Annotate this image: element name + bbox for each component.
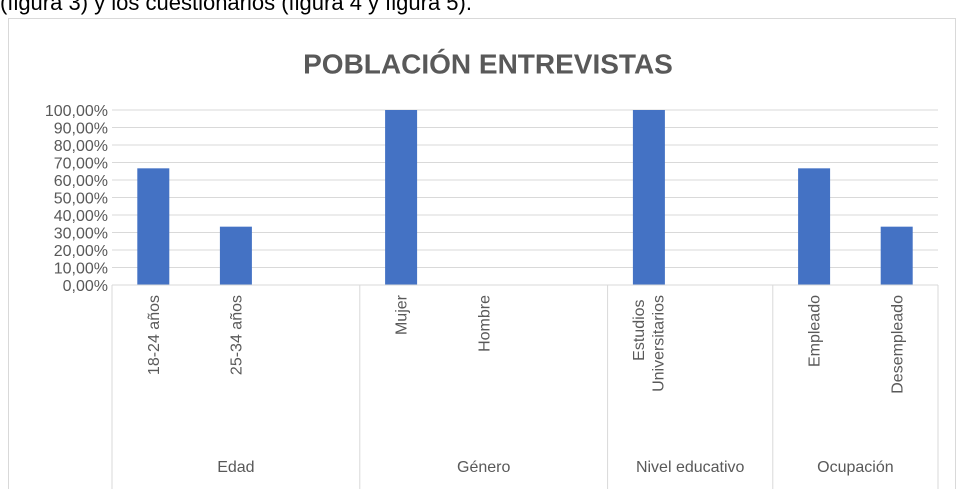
- x-tick-label: 25-34 años: [229, 295, 246, 375]
- chart-title: POBLACIÓN ENTREVISTAS: [303, 48, 673, 79]
- group-label: Ocupación: [817, 459, 894, 476]
- x-tick-label: Estudios Universitarios: [631, 295, 667, 392]
- label-line: Universitarios: [650, 295, 667, 392]
- chart-border: [8, 18, 956, 489]
- bar: [880, 226, 913, 285]
- group-label: Nivel educativo: [636, 459, 745, 476]
- x-tick-label: Mujer: [394, 294, 411, 335]
- bar: [219, 226, 252, 285]
- bar: [137, 168, 170, 285]
- intro-text: (figura 3) y los cuestionarios (figura 4…: [0, 0, 472, 15]
- y-tick-label: 0,00%: [63, 278, 108, 295]
- label-line: Estudios: [631, 295, 648, 361]
- x-tick-label: 18-24 años: [146, 295, 163, 375]
- x-tick-label: Desempleado: [889, 295, 906, 394]
- y-tick-label: 20,00%: [54, 243, 108, 260]
- bar: [385, 110, 418, 285]
- y-tick-label: 40,00%: [54, 208, 108, 225]
- y-tick-label: 10,00%: [54, 261, 108, 278]
- group-label: Edad: [217, 459, 254, 476]
- y-tick-label: 80,00%: [54, 138, 108, 155]
- y-tick-label: 90,00%: [54, 121, 108, 138]
- x-tick-label: Hombre: [476, 295, 493, 352]
- y-tick-label: 60,00%: [54, 173, 108, 190]
- x-tick-label: Empleado: [807, 295, 824, 367]
- bar: [798, 168, 831, 285]
- y-tick-label: 70,00%: [54, 156, 108, 173]
- bar: [632, 110, 665, 285]
- y-tick-label: 50,00%: [54, 191, 108, 208]
- y-tick-label: 30,00%: [54, 226, 108, 243]
- y-tick-label: 100,00%: [45, 103, 108, 120]
- group-label: Género: [457, 459, 510, 476]
